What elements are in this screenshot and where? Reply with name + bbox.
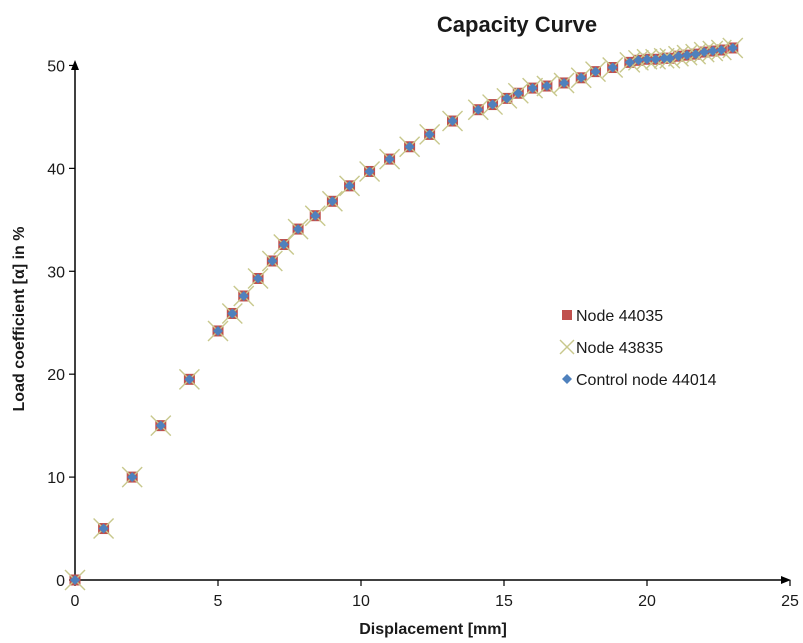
data-point [155, 420, 166, 431]
data-point [699, 47, 710, 58]
data-point [278, 239, 289, 250]
data-point [727, 42, 738, 53]
chart-title: Capacity Curve [437, 12, 597, 37]
x-tick-label: 5 [214, 593, 223, 610]
data-point [487, 99, 498, 110]
x-tick-label: 15 [495, 593, 513, 610]
data-point [576, 72, 587, 83]
data-point [650, 54, 661, 65]
data-point [253, 273, 264, 284]
data-point [559, 77, 570, 88]
data-point [682, 50, 693, 61]
data-point [127, 472, 138, 483]
data-point [590, 66, 601, 77]
series-layer [64, 37, 744, 591]
legend: Node 44035 Node 43835 Control node 44014 [559, 308, 717, 389]
data-point [213, 325, 223, 336]
x-axis-label: Displacement [mm] [359, 621, 507, 638]
y-axis-label: Load coefficient [α] in % [11, 227, 28, 412]
data-point [642, 54, 652, 65]
y-tick-label: 50 [47, 58, 65, 75]
data-point [327, 196, 338, 207]
y-tick-label: 10 [47, 470, 65, 487]
data-point [673, 51, 684, 62]
data-point [293, 224, 304, 235]
data-point [690, 49, 701, 60]
y-tick-label: 20 [47, 367, 65, 384]
data-point [633, 55, 644, 66]
tick-labels: 0 5 10 15 20 25 0 10 20 30 40 50 [47, 58, 799, 610]
data-point [70, 575, 80, 585]
data-point [404, 141, 415, 152]
data-point [310, 210, 321, 221]
x-tick-label: 25 [781, 593, 799, 610]
x-axis-arrow-icon [781, 576, 791, 584]
series-diamond [70, 42, 738, 585]
data-point [659, 53, 670, 64]
data-point [384, 154, 395, 165]
data-point [707, 46, 718, 57]
legend-marker-x [559, 339, 575, 355]
data-point [227, 308, 238, 319]
legend-marker-diamond [562, 374, 572, 384]
x-tick-label: 20 [638, 593, 656, 610]
data-point [541, 81, 552, 92]
data-point [501, 93, 512, 104]
legend-marker-square [562, 310, 572, 320]
y-tick-label: 30 [47, 264, 65, 281]
data-point [424, 129, 435, 140]
data-point [184, 374, 195, 385]
data-point [238, 290, 249, 301]
ticks [69, 64, 791, 586]
y-tick-label: 0 [56, 573, 65, 590]
data-point [473, 104, 484, 115]
legend-label: Node 44035 [576, 308, 663, 325]
data-point [624, 57, 635, 68]
data-point [447, 116, 458, 127]
data-point [267, 255, 278, 266]
y-tick-label: 40 [47, 161, 65, 178]
x-tick-label: 0 [71, 593, 80, 610]
data-point [527, 83, 538, 94]
legend-label: Node 43835 [576, 340, 663, 357]
data-point [364, 166, 375, 177]
data-point [716, 45, 727, 56]
data-point [513, 88, 524, 99]
data-point [664, 53, 675, 64]
x-tick-label: 10 [352, 593, 370, 610]
data-point [344, 180, 355, 191]
data-point [607, 62, 618, 73]
data-point [98, 523, 109, 534]
legend-label: Control node 44014 [576, 372, 717, 389]
